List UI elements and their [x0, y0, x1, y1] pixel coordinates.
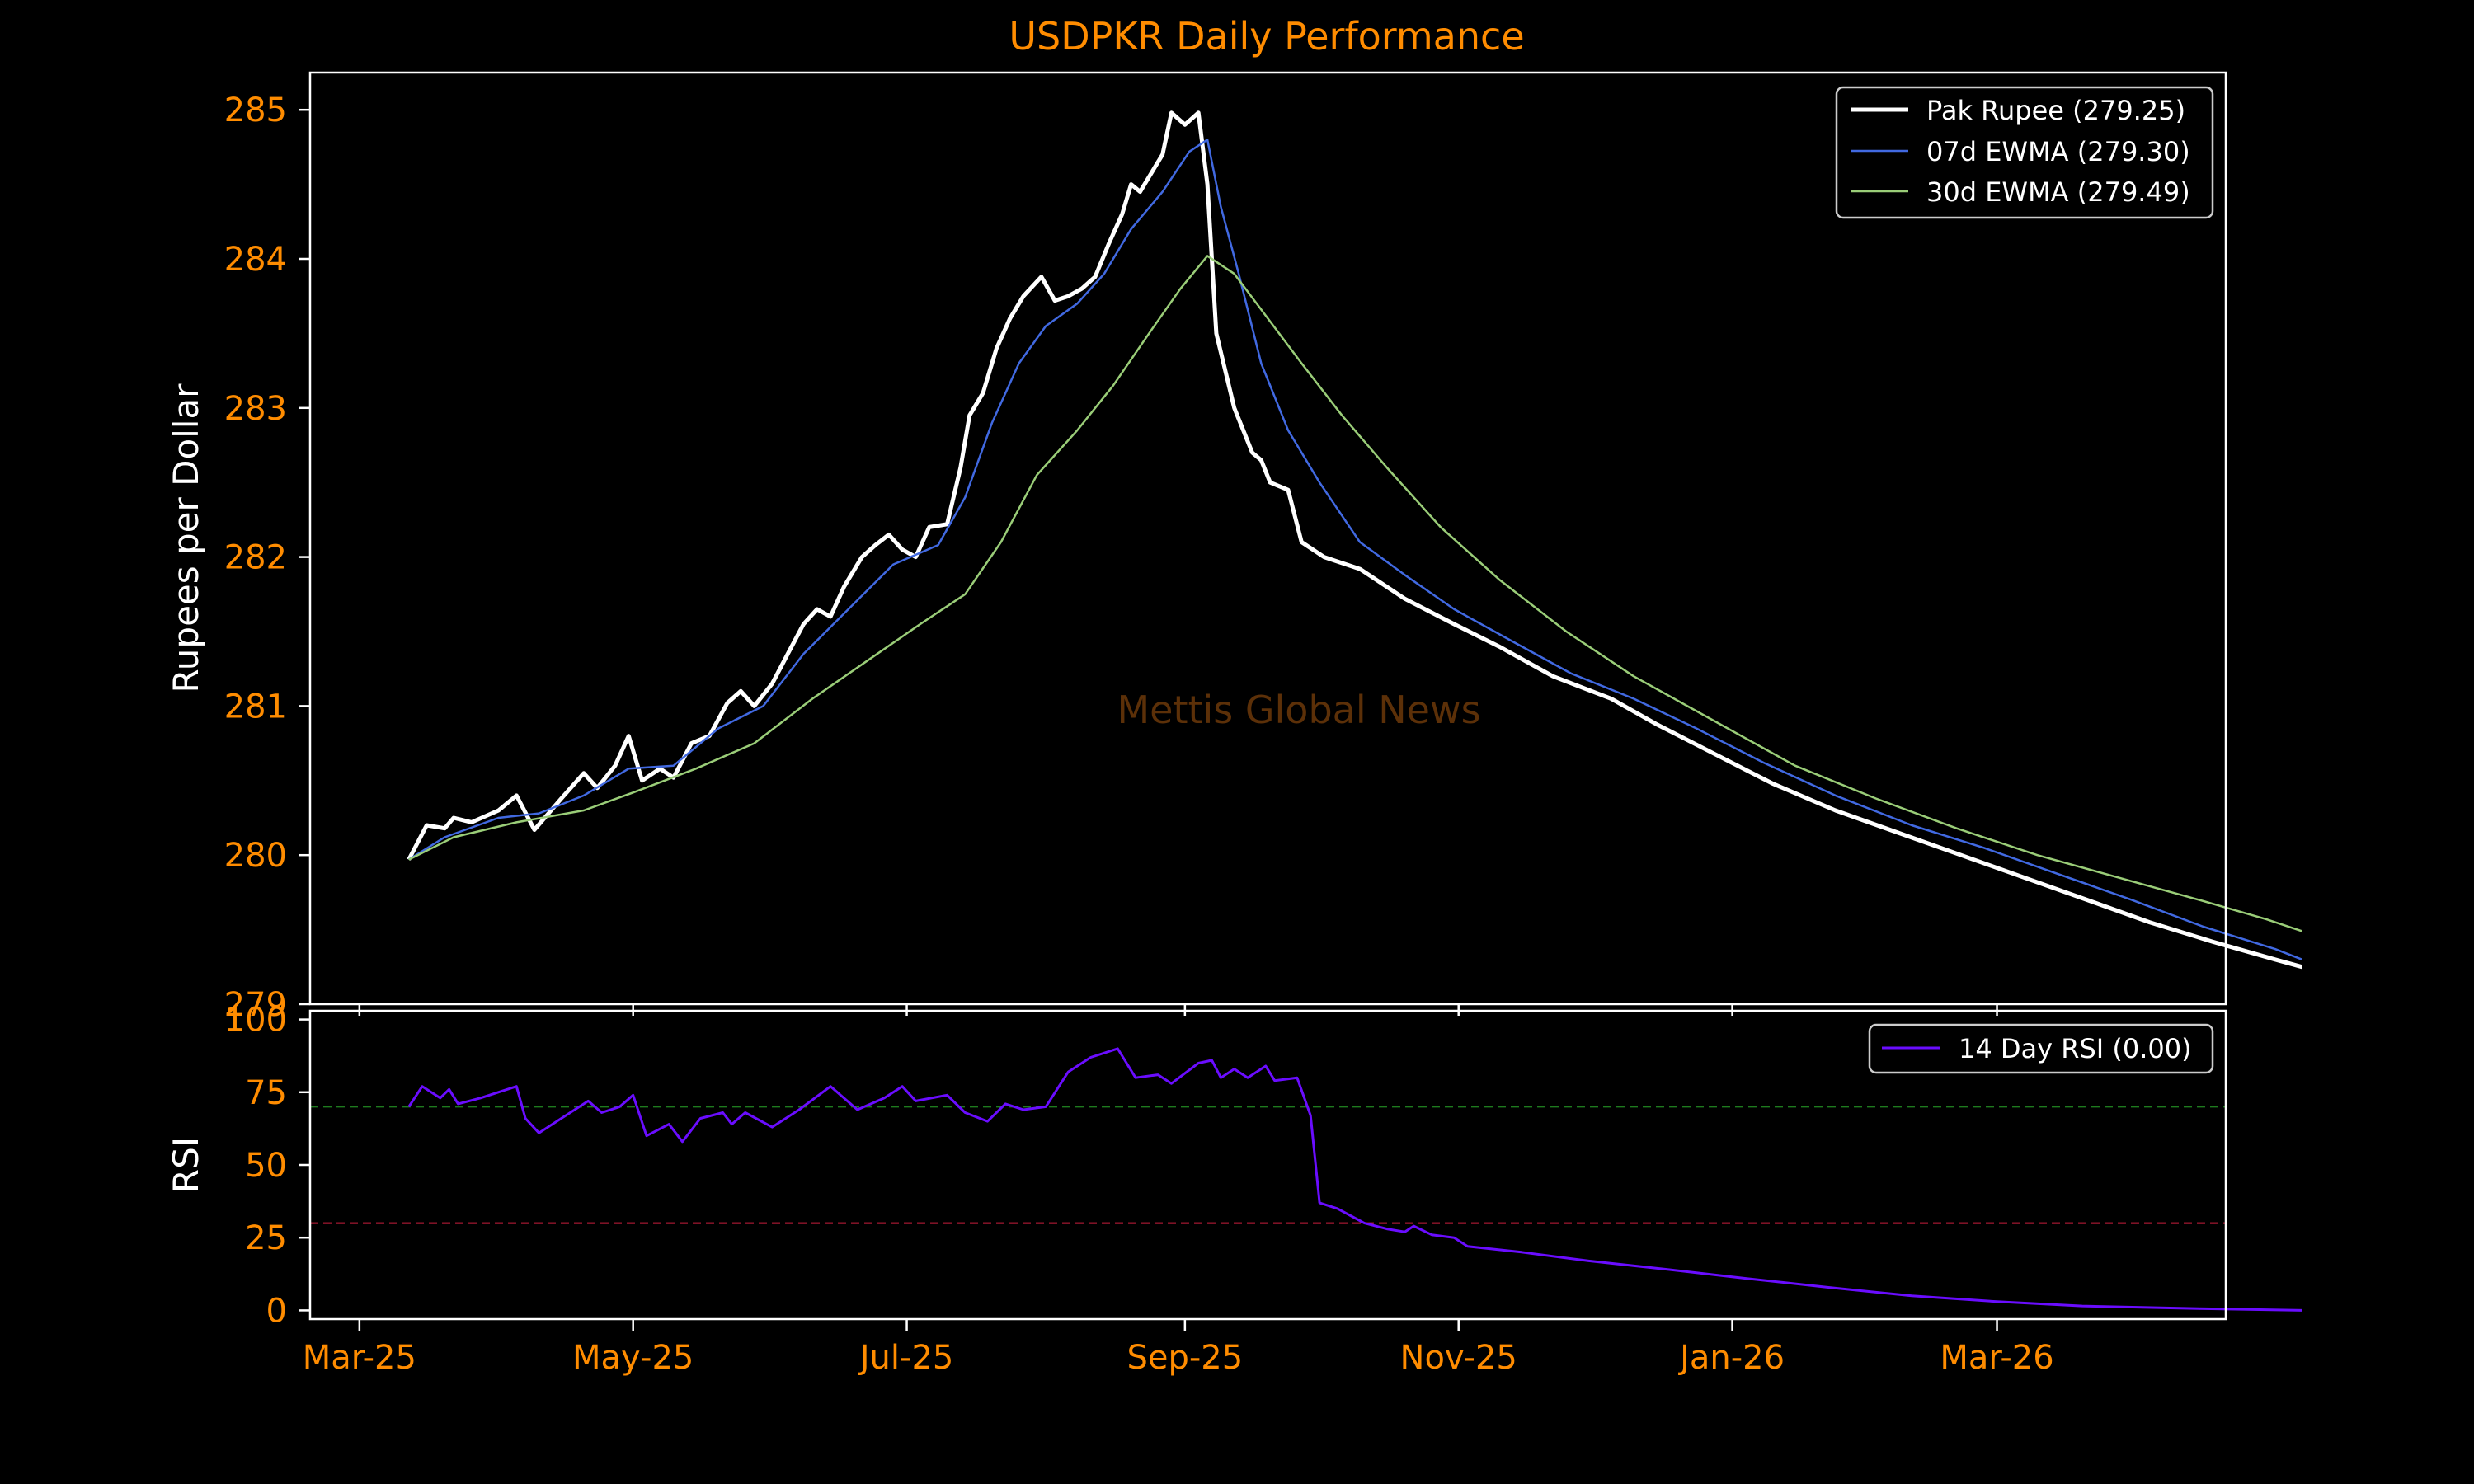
price-legend: Pak Rupee (279.25) 07d EWMA (279.30) 30d… — [1835, 86, 2214, 219]
x-tick-label: May-25 — [572, 1339, 694, 1377]
x-tick-label: Mar-26 — [1940, 1339, 2053, 1377]
rsi-legend: 14 Day RSI (0.00) — [1868, 1023, 2214, 1074]
series-line-1 — [408, 139, 2302, 960]
series-line-2 — [408, 255, 2302, 932]
series-line-0 — [407, 1047, 2302, 1312]
price-axes-frame — [308, 71, 2227, 1006]
y-tick-label: 100 — [224, 1002, 287, 1040]
x-tick-label: Jan-26 — [1677, 1339, 1785, 1377]
y-tick-label: 75 — [245, 1074, 287, 1112]
y-tick-label: 284 — [224, 241, 287, 279]
price-y-axis-label: Rupees per Dollar — [166, 383, 206, 693]
legend-label-ewma7: 07d EWMA (279.30) — [1926, 136, 2190, 167]
series-line-0 — [407, 110, 2303, 970]
x-tick-label: Nov-25 — [1400, 1339, 1517, 1377]
rsi-panel: 0 25 50 75 100 Mar-25 May-25 Jul-25 Sep-25 Nov-2… — [166, 1002, 2302, 1377]
y-tick-label: 50 — [245, 1147, 287, 1185]
rsi-y-ticks: 0 25 50 75 100 — [224, 1002, 310, 1330]
legend-label-rsi: 14 Day RSI (0.00) — [1959, 1033, 2192, 1064]
rsi-series-lines — [407, 1047, 2302, 1312]
y-tick-label: 283 — [224, 390, 287, 428]
x-tick-label: Sep-25 — [1126, 1339, 1243, 1377]
y-tick-label: 0 — [266, 1292, 287, 1330]
y-tick-label: 279 — [224, 986, 287, 1024]
y-tick-label: 285 — [224, 92, 287, 129]
x-tick-label: Mar-25 — [303, 1339, 416, 1377]
price-y-ticks: 279 280 281 282 283 284 285 — [224, 92, 310, 1024]
chart-title: USDPKR Daily Performance — [1009, 14, 1524, 59]
y-tick-label: 25 — [245, 1219, 287, 1257]
price-series-lines — [407, 110, 2303, 970]
rsi-y-axis-label: RSI — [166, 1137, 206, 1193]
y-tick-label: 281 — [224, 688, 287, 726]
price-legend-box — [1835, 86, 2214, 219]
rsi-x-ticks: Mar-25 May-25 Jul-25 Sep-25 Nov-25 Jan-26 Mar-… — [303, 1319, 2054, 1377]
watermark-text: Mettis Global News — [1117, 688, 1480, 732]
legend-label-price: Pak Rupee (279.25) — [1926, 95, 2185, 126]
rsi-legend-box — [1868, 1023, 2214, 1074]
y-tick-label: 280 — [224, 837, 287, 875]
x-tick-label: Jul-25 — [858, 1339, 954, 1377]
y-tick-label: 282 — [224, 539, 287, 577]
price-panel: Mettis Global News 279 280 281 282 283 284 285… — [166, 71, 2303, 1024]
legend-label-ewma30: 30d EWMA (279.49) — [1926, 176, 2190, 208]
